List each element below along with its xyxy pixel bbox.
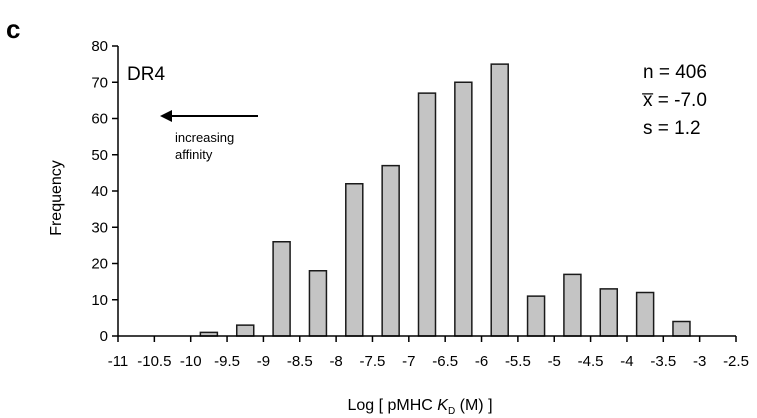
x-tick-label-17: -2.5 — [723, 353, 749, 370]
bar-3 — [308, 270, 328, 337]
x-tick-label-7: -7.5 — [360, 353, 386, 370]
y-tick-label-3: 30 — [91, 219, 108, 236]
x-tick-label-10: -6 — [475, 353, 488, 370]
x-tick-label-15: -3.5 — [650, 353, 676, 370]
x-tick-label-0: -11 — [108, 353, 129, 370]
annotation-line-2: affinity — [175, 147, 213, 162]
x-tick-label-1: -10.5 — [137, 353, 171, 370]
panel-title: DR4 — [127, 64, 165, 85]
y-tick-label-8: 80 — [91, 38, 108, 55]
bar-6 — [417, 92, 437, 337]
bar-2 — [272, 241, 291, 337]
stat-mean: x̅ = -7.0 — [642, 90, 707, 111]
ticks-group: 0 10 20 30 40 50 60 70 80 -11 -10.5 -10 -9.5 -9 -8.5 -8… — [91, 38, 749, 370]
x-tick-label-16: -3 — [693, 353, 706, 370]
x-tick-label-14: -4 — [620, 353, 633, 370]
y-tick-label-4: 40 — [91, 183, 108, 200]
y-tick-label-7: 70 — [91, 74, 108, 91]
bar-9 — [526, 295, 546, 337]
bar-5 — [381, 164, 400, 337]
y-axis-label: Frequency — [48, 160, 65, 236]
bar-12 — [635, 291, 655, 337]
bar-10 — [563, 273, 582, 337]
y-tick-label-5: 50 — [91, 147, 108, 164]
y-tick-label-1: 10 — [91, 292, 108, 309]
bar-7 — [454, 81, 473, 337]
x-tick-label-12: -5 — [548, 353, 561, 370]
y-tick-label-0: 0 — [100, 328, 108, 345]
x-tick-label-9: -6.5 — [432, 353, 458, 370]
arrow-icon — [160, 110, 258, 122]
x-tick-label-6: -8 — [329, 353, 342, 370]
bar-13 — [672, 320, 691, 337]
panel-label: c — [6, 14, 20, 44]
x-tick-label-4: -9 — [257, 353, 270, 370]
bar-4 — [345, 183, 364, 337]
y-tick-label-2: 20 — [91, 256, 108, 273]
stat-sd: s = 1.2 — [643, 118, 701, 139]
bar-1 — [235, 324, 255, 337]
x-tick-label-13: -4.5 — [578, 353, 604, 370]
bars-group — [199, 63, 691, 337]
x-axis-label: Log [ pMHC KD (M) ] — [347, 397, 492, 417]
bar-11 — [599, 288, 619, 337]
x-tick-label-3: -9.5 — [214, 353, 240, 370]
x-tick-label-11: -5.5 — [505, 353, 531, 370]
x-tick-label-2: -10 — [180, 353, 202, 370]
x-tick-label-5: -8.5 — [287, 353, 313, 370]
annotation-line-1: increasing — [175, 130, 234, 145]
bar-8 — [490, 63, 509, 337]
stat-n: n = 406 — [643, 62, 707, 83]
x-tick-label-8: -7 — [402, 353, 415, 370]
y-tick-label-6: 60 — [91, 111, 108, 128]
